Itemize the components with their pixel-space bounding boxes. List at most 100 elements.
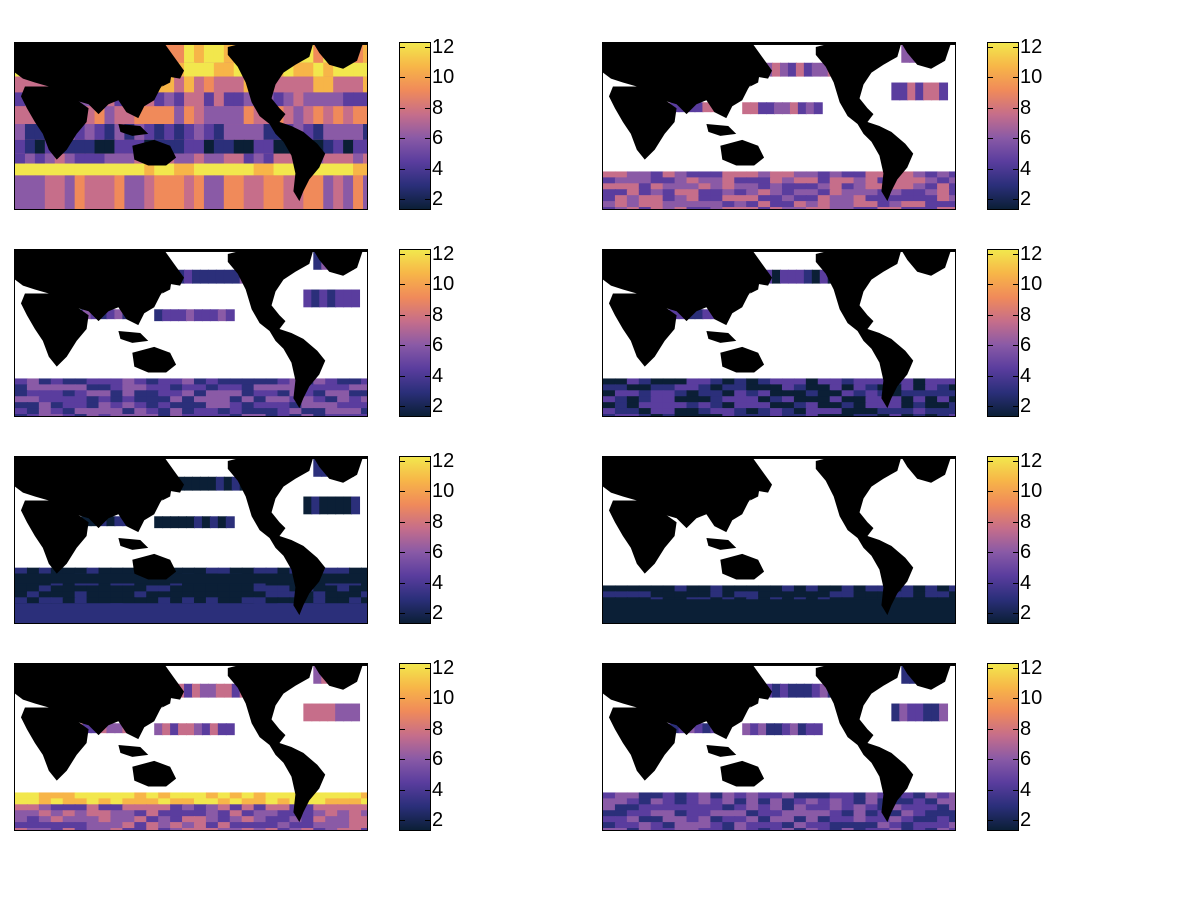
colorbar-tick-mark <box>987 168 993 170</box>
australia-landmass <box>132 139 177 166</box>
colorbar-tick-label: 10 <box>1020 273 1043 296</box>
colorbar-tick-mark <box>987 314 993 316</box>
colorbar-tick-mark <box>987 728 993 730</box>
colorbar-tick-mark <box>1013 406 1019 408</box>
colorbar-tick-mark <box>987 77 993 79</box>
japan-landmass <box>162 70 173 87</box>
colorbar-tick-mark <box>425 107 431 109</box>
africa-landmass <box>20 707 89 781</box>
colorbar-tick-label: 12 <box>1020 656 1043 679</box>
map-panel-r4-c1: 2 4 6 8 10 12 <box>0 658 480 831</box>
americas-landmass <box>227 664 326 823</box>
colorbar-tick-mark <box>399 491 405 493</box>
eurasia-landmass <box>603 43 773 119</box>
heatmap-field <box>603 250 955 416</box>
greenland-landmass <box>901 457 952 483</box>
colorbar-tick-mark <box>1013 314 1019 316</box>
colorbar-tick-mark <box>399 168 405 170</box>
uk-landmass <box>608 263 617 278</box>
colorbar-tick-mark <box>1013 820 1019 822</box>
eurasia-landmass <box>15 43 185 119</box>
colorbar-tick-label: 6 <box>432 541 444 564</box>
colorbar-tick-mark <box>425 667 431 669</box>
indonesia-landmass <box>118 745 149 757</box>
colorbar-tick-mark <box>425 168 431 170</box>
colorbar-tick-label: 6 <box>1020 748 1032 771</box>
colorbar-tick-mark <box>425 345 431 347</box>
colorbar-tick-mark <box>399 613 405 615</box>
colorbar-tick-mark <box>399 314 405 316</box>
map-panel-r1-c1: 2 4 6 8 10 12 <box>0 37 480 210</box>
colorbar-tick-label: 10 <box>432 273 455 296</box>
africa-landmass <box>608 707 677 781</box>
colorbar <box>987 456 1019 624</box>
colorbar-tick-mark <box>399 667 405 669</box>
africa-landmass <box>20 500 89 574</box>
colorbar-tick-mark <box>987 46 993 48</box>
colorbar-tick-mark <box>399 552 405 554</box>
indonesia-landmass <box>118 124 149 136</box>
colorbar-tick-mark <box>987 406 993 408</box>
australia-landmass <box>720 760 765 787</box>
colorbar-tick-mark <box>1013 667 1019 669</box>
colorbar-tick-mark <box>425 491 431 493</box>
japan-landmass <box>750 691 761 708</box>
japan-landmass <box>750 277 761 294</box>
colorbar-tick-label: 4 <box>432 364 444 387</box>
colorbar-tick-mark <box>987 375 993 377</box>
colorbar-tick-mark <box>425 253 431 255</box>
colorbar-tick-mark <box>1013 77 1019 79</box>
heatmap-field <box>603 43 955 209</box>
colorbar-tick-label: 10 <box>432 66 455 89</box>
colorbar-tick-mark <box>399 253 405 255</box>
colorbar-tick-mark <box>1013 759 1019 761</box>
colorbar-tick-mark <box>987 552 993 554</box>
map-panel-r4-c2: 2 4 6 8 10 12 <box>588 658 1068 831</box>
greenland-landmass <box>313 250 364 276</box>
colorbar-tick-mark <box>425 314 431 316</box>
colorbar-tick-label: 12 <box>1020 35 1043 58</box>
colorbar-tick-label: 12 <box>1020 449 1043 472</box>
australia-landmass <box>720 346 765 373</box>
colorbar-tick-mark <box>399 77 405 79</box>
colorbar-tick-label: 8 <box>1020 717 1032 740</box>
colorbar-tick-mark <box>399 789 405 791</box>
greenland-landmass <box>313 457 364 483</box>
colorbar-tick-mark <box>425 138 431 140</box>
colorbar <box>987 249 1019 417</box>
colorbar-tick-mark <box>987 138 993 140</box>
colorbar-tick-mark <box>987 698 993 700</box>
indonesia-landmass <box>118 538 149 550</box>
colorbar-tick-label: 2 <box>1020 188 1032 211</box>
colorbar-tick-label: 4 <box>1020 364 1032 387</box>
eurasia-landmass <box>603 664 773 740</box>
colorbar-tick-label: 6 <box>432 334 444 357</box>
map-panel-r2-c1: 2 4 6 8 10 12 <box>0 244 480 417</box>
africa-landmass <box>20 86 89 160</box>
colorbar-tick-mark <box>987 253 993 255</box>
colorbar-tick-mark <box>399 345 405 347</box>
colorbar-tick-label: 8 <box>432 510 444 533</box>
uk-landmass <box>20 470 29 485</box>
greenland-landmass <box>901 250 952 276</box>
greenland-landmass <box>901 664 952 690</box>
map-panel-r3-c1: 2 4 6 8 10 12 <box>0 451 480 624</box>
africa-landmass <box>20 293 89 367</box>
colorbar <box>399 42 431 210</box>
colorbar-tick-mark <box>399 820 405 822</box>
australia-landmass <box>132 553 177 580</box>
uk-landmass <box>608 677 617 692</box>
colorbar-tick-mark <box>987 789 993 791</box>
colorbar-tick-label: 10 <box>1020 66 1043 89</box>
colorbar-tick-mark <box>987 820 993 822</box>
colorbar-tick-mark <box>987 345 993 347</box>
colorbar-tick-mark <box>987 199 993 201</box>
australia-landmass <box>720 139 765 166</box>
heatmap-field <box>15 250 367 416</box>
uk-landmass <box>20 56 29 71</box>
colorbar-tick-mark <box>1013 491 1019 493</box>
colorbar-tick-label: 8 <box>432 96 444 119</box>
ocean-map <box>602 456 956 624</box>
colorbar-tick-mark <box>1013 253 1019 255</box>
colorbar-tick-label: 4 <box>1020 778 1032 801</box>
